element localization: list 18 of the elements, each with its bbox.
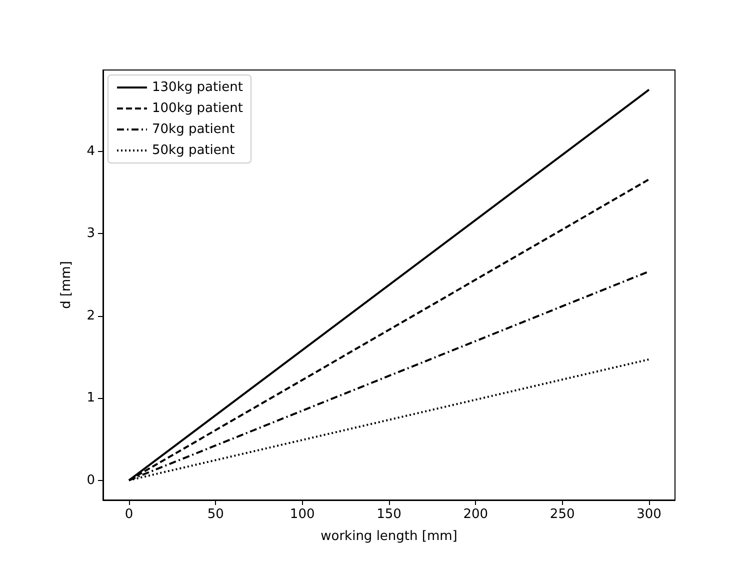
y-axis-title: d [mm]	[59, 261, 74, 309]
y-tick-label: 2	[86, 308, 95, 324]
x-tick-label: 150	[376, 507, 402, 522]
x-tick-label: 100	[290, 507, 315, 522]
x-tick-label: 300	[636, 507, 662, 522]
legend-label: 130kg patient	[152, 80, 243, 95]
legend-label: 70kg patient	[152, 122, 235, 137]
legend-label: 100kg patient	[152, 101, 243, 116]
y-tick-label: 1	[86, 390, 95, 406]
y-tick-label: 0	[86, 472, 95, 488]
x-tick-label: 0	[124, 507, 134, 522]
y-tick-label: 4	[86, 144, 95, 159]
x-axis-title: working length [mm]	[320, 529, 458, 544]
legend-label: 50kg patient	[152, 143, 235, 158]
y-tick-label: 3	[86, 226, 95, 242]
x-tick-label: 50	[207, 507, 224, 522]
x-tick-label: 200	[463, 507, 488, 522]
x-tick-label: 250	[550, 507, 575, 522]
